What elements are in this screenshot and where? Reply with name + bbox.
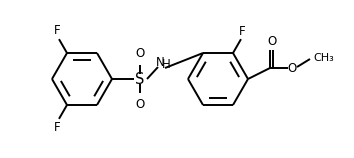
- Text: S: S: [135, 72, 145, 86]
- Text: O: O: [267, 35, 276, 48]
- Text: N: N: [156, 57, 164, 70]
- Text: F: F: [239, 25, 245, 38]
- Text: H: H: [162, 58, 170, 70]
- Text: O: O: [135, 98, 145, 111]
- Text: O: O: [287, 61, 297, 75]
- Text: CH₃: CH₃: [313, 53, 334, 63]
- Text: F: F: [54, 24, 60, 37]
- Text: O: O: [135, 47, 145, 60]
- Text: F: F: [54, 121, 60, 134]
